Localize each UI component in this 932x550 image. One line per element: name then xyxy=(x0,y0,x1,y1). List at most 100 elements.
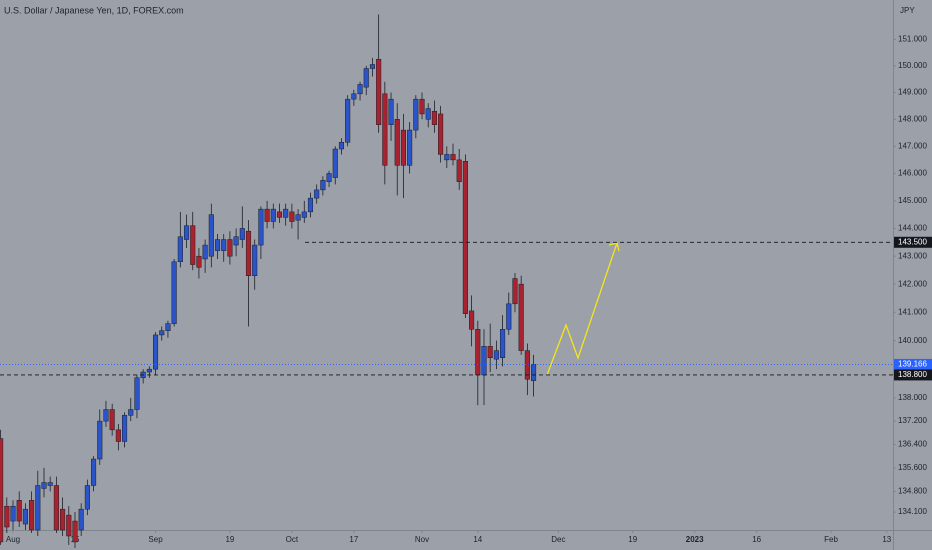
projection-arrowhead xyxy=(608,242,620,252)
candle-body xyxy=(252,244,258,276)
y-tick-label: 134.100 xyxy=(898,507,927,516)
candle-body xyxy=(35,485,41,531)
candle-body xyxy=(400,129,406,166)
y-tick-label: 140.000 xyxy=(898,336,927,345)
y-tick-label: 138.000 xyxy=(898,393,927,402)
x-tick-label: Aug xyxy=(6,535,20,544)
candle-body xyxy=(264,208,270,222)
candle-body xyxy=(394,119,400,166)
x-tick-label: 19 xyxy=(628,535,637,544)
candle-body xyxy=(419,98,425,115)
candle-body xyxy=(245,230,252,276)
candle-body xyxy=(239,228,245,240)
candle-body xyxy=(134,377,140,410)
candle-body xyxy=(47,482,53,486)
candle-body xyxy=(289,211,295,222)
candle-body xyxy=(351,93,357,100)
x-tick-label: Oct xyxy=(286,535,299,544)
candle-body xyxy=(345,98,351,143)
y-tick-label: 137.200 xyxy=(898,416,927,425)
candle-body xyxy=(190,225,196,265)
x-tick-label: 17 xyxy=(349,535,358,544)
y-tick-label: 134.800 xyxy=(898,487,927,496)
candle-body xyxy=(41,482,47,489)
candle-body xyxy=(369,64,375,69)
y-tick-label: 136.400 xyxy=(898,440,927,449)
candle-body xyxy=(531,364,537,381)
candle-body xyxy=(320,180,326,191)
y-tick-label: 151.000 xyxy=(898,34,927,43)
chart-title: U.S. Dollar / Japanese Yen, 1D, FOREX.co… xyxy=(4,5,184,15)
candle-body xyxy=(431,110,437,125)
candle-body xyxy=(91,458,97,486)
candle-body xyxy=(16,500,22,522)
candle-body xyxy=(84,485,90,510)
y-tick-label: 135.600 xyxy=(898,463,927,472)
candle-body xyxy=(500,329,506,358)
candle-body xyxy=(338,141,345,150)
candle-body xyxy=(518,283,524,351)
candle-body xyxy=(357,84,363,95)
candle-body xyxy=(295,214,301,221)
x-tick-label: Dec xyxy=(551,535,565,544)
candle-body xyxy=(462,160,468,314)
candle-body xyxy=(183,225,190,240)
x-tick-label: 2023 xyxy=(686,535,704,544)
candle-body xyxy=(171,261,177,324)
candle-body xyxy=(97,420,103,460)
candle-body xyxy=(122,415,128,442)
candle-body xyxy=(103,409,109,422)
candle-body xyxy=(413,98,419,131)
x-tick-label: 13 xyxy=(882,535,891,544)
candle-body xyxy=(0,438,4,543)
candle-body xyxy=(301,211,307,218)
candle-body xyxy=(128,409,134,416)
y-tick-label: 141.000 xyxy=(898,307,927,316)
candle-body xyxy=(326,173,332,182)
candle-body xyxy=(22,508,28,525)
candle-body xyxy=(450,154,456,161)
candle-body xyxy=(72,520,78,543)
candle-body xyxy=(283,208,289,218)
candle-body xyxy=(388,98,394,125)
candle-body xyxy=(524,350,530,380)
candle-body xyxy=(233,236,239,246)
candle-body xyxy=(152,334,159,370)
candle-body xyxy=(438,113,444,155)
y-tick-label: 145.000 xyxy=(898,196,927,205)
candle-body xyxy=(221,239,227,251)
candle-body xyxy=(146,368,152,373)
level-label: 139.166 xyxy=(898,360,927,369)
level-label: 138.800 xyxy=(898,370,927,379)
y-axis-label: JPY xyxy=(900,6,915,15)
candle-body xyxy=(227,239,233,257)
candle-body xyxy=(214,239,221,251)
x-tick-label: Feb xyxy=(824,535,838,544)
candle-body xyxy=(314,189,320,199)
candle-body xyxy=(376,58,382,125)
candle-body xyxy=(202,244,208,260)
candle-body xyxy=(332,148,338,178)
y-tick-label: 147.000 xyxy=(898,141,927,150)
y-tick-label: 150.000 xyxy=(898,61,927,70)
level-label-box xyxy=(894,358,932,370)
candle-body xyxy=(481,346,487,376)
y-tick-label: 144.000 xyxy=(898,224,927,233)
candle-body xyxy=(258,208,264,246)
y-tick-label: 146.000 xyxy=(898,169,927,178)
x-tick-label: Nov xyxy=(415,535,429,544)
candle-body xyxy=(109,409,115,431)
candle-body xyxy=(276,211,283,218)
y-tick-label: 148.000 xyxy=(898,114,927,123)
candle-body xyxy=(307,197,314,213)
candle-body xyxy=(53,485,59,531)
candle-body xyxy=(208,214,214,257)
candle-body xyxy=(10,505,16,522)
candle-body xyxy=(66,514,72,537)
candle-body xyxy=(493,350,499,360)
candle-body xyxy=(487,346,493,358)
candle-body xyxy=(425,108,431,120)
y-tick-label: 143.000 xyxy=(898,251,927,260)
candle-body xyxy=(4,505,10,528)
